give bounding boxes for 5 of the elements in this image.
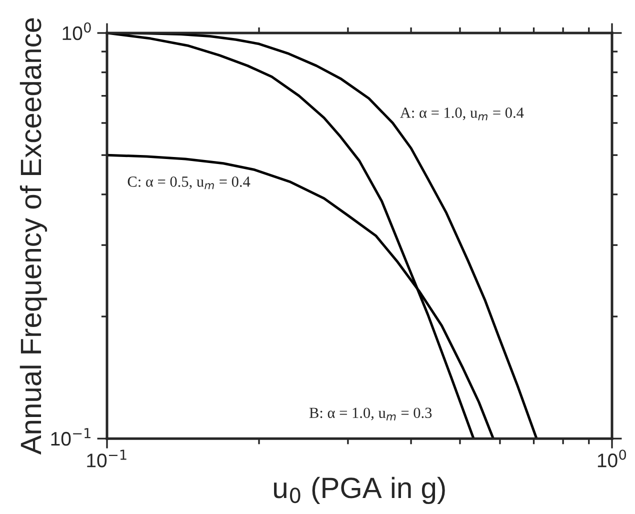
annotation: B: α = 1.0, u$_{m}$ = 0.3 (309, 408, 432, 420)
annotation: A: α = 1.0, u$_{m}$ = 0.4 (400, 108, 524, 120)
x-axis-title: u$_{0}$ (PGA in g) (274, 476, 445, 504)
y-axis-title: Annual Frequency of Exceedance (20, 18, 48, 455)
annotation: C: α = 0.5, u$_{m}$ = 0.4 (128, 176, 250, 190)
